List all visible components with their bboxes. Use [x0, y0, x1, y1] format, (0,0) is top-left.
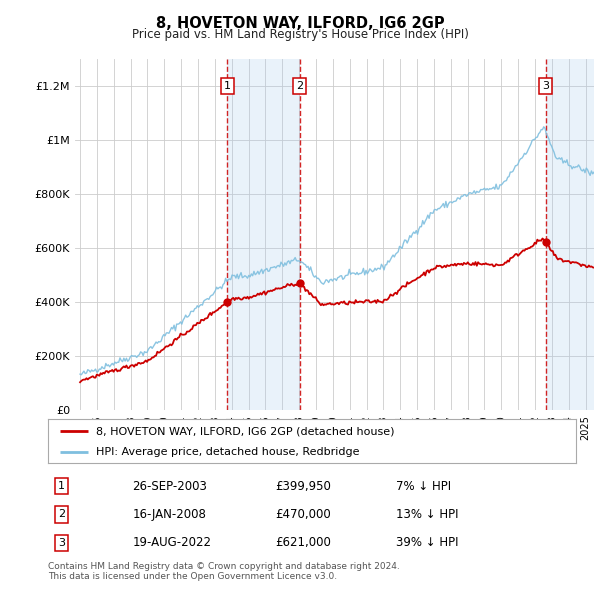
Text: Contains HM Land Registry data © Crown copyright and database right 2024.: Contains HM Land Registry data © Crown c…	[48, 562, 400, 571]
Text: 8, HOVETON WAY, ILFORD, IG6 2GP: 8, HOVETON WAY, ILFORD, IG6 2GP	[155, 16, 445, 31]
Text: 2: 2	[58, 509, 65, 519]
Text: Price paid vs. HM Land Registry's House Price Index (HPI): Price paid vs. HM Land Registry's House …	[131, 28, 469, 41]
Text: 7% ↓ HPI: 7% ↓ HPI	[397, 480, 452, 493]
Text: 3: 3	[542, 81, 549, 91]
Text: 8, HOVETON WAY, ILFORD, IG6 2GP (detached house): 8, HOVETON WAY, ILFORD, IG6 2GP (detache…	[95, 427, 394, 436]
Text: 1: 1	[58, 481, 65, 491]
Text: £470,000: £470,000	[275, 508, 331, 521]
Text: £621,000: £621,000	[275, 536, 331, 549]
Text: This data is licensed under the Open Government Licence v3.0.: This data is licensed under the Open Gov…	[48, 572, 337, 581]
Text: 2: 2	[296, 81, 304, 91]
Text: HPI: Average price, detached house, Redbridge: HPI: Average price, detached house, Redb…	[95, 447, 359, 457]
Text: £399,950: £399,950	[275, 480, 331, 493]
Text: 16-JAN-2008: 16-JAN-2008	[133, 508, 206, 521]
Bar	[227, 59, 300, 410]
Bar	[545, 59, 594, 410]
Text: 39% ↓ HPI: 39% ↓ HPI	[397, 536, 459, 549]
Text: 26-SEP-2003: 26-SEP-2003	[133, 480, 208, 493]
Text: 13% ↓ HPI: 13% ↓ HPI	[397, 508, 459, 521]
Text: 3: 3	[58, 537, 65, 548]
Text: 1: 1	[224, 81, 231, 91]
Text: 19-AUG-2022: 19-AUG-2022	[133, 536, 211, 549]
